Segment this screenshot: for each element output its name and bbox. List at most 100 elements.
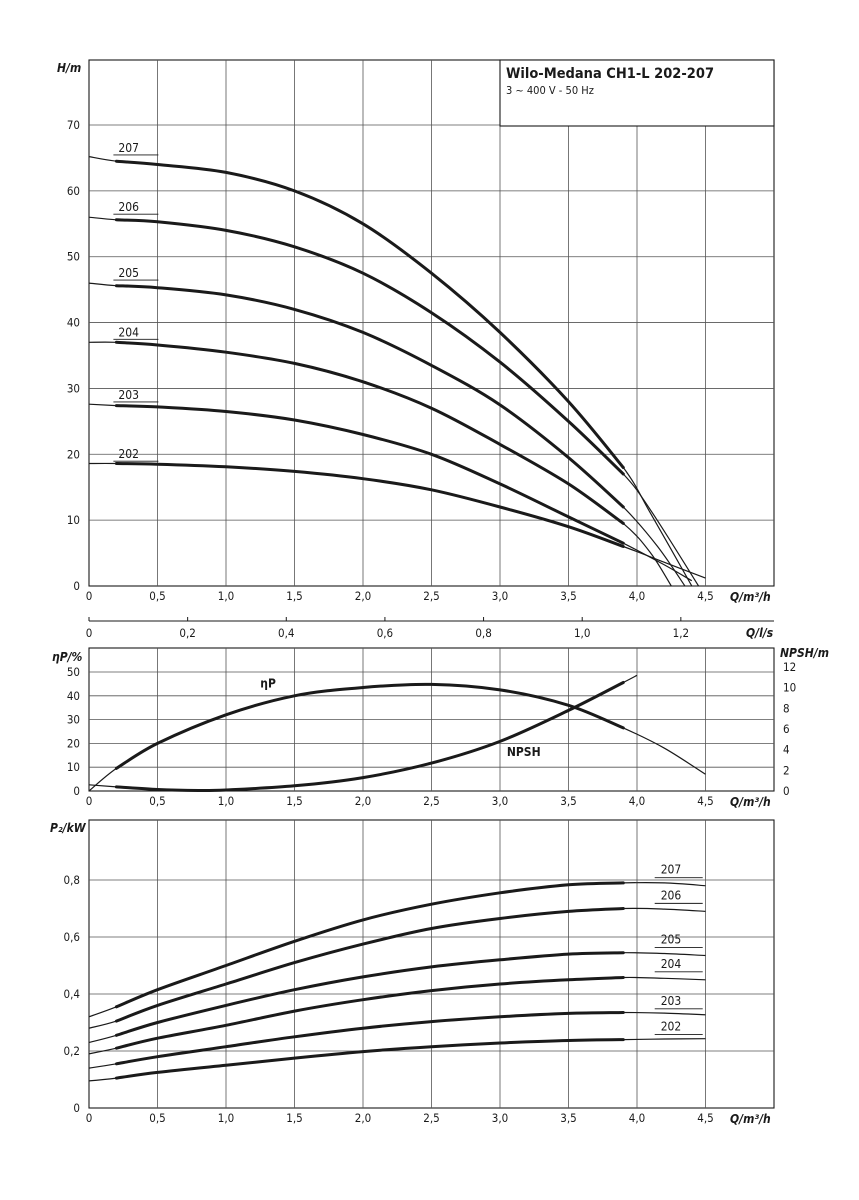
efficiency-y-tick-label: 40 [67, 689, 80, 703]
flow-ls-tick-label: 1,0 [574, 626, 590, 640]
grid-layer [88, 59, 775, 1109]
power-curve-label-203: 203 [661, 994, 682, 1008]
power-curve-label-205: 205 [661, 933, 682, 947]
efficiency-panel-x-axis-label: Q/m³/h [730, 795, 771, 809]
head-x-tick-label: 1,0 [218, 589, 234, 603]
efficiency-x-tick-label: 4,0 [629, 794, 645, 808]
head-axis-label: H/m [57, 61, 81, 75]
npsh-y-tick-label: 8 [783, 701, 790, 715]
head-x-tick-label: 0 [86, 589, 93, 603]
power-y-tick-label: 0,2 [64, 1044, 80, 1058]
header-frame [499, 59, 775, 127]
head-y-tick-label: 0 [73, 579, 80, 593]
head-y-tick-label: 10 [67, 513, 80, 527]
power-207-curve-operating-range [114, 881, 625, 1009]
head-207-curve-operating-range [114, 159, 625, 469]
power-x-tick-label: 4,0 [629, 1111, 645, 1125]
flow-ls-tick-label: 1,2 [673, 626, 689, 640]
efficiency-x-tick-label: 3,5 [560, 794, 576, 808]
power-x-tick-label: 0,5 [149, 1111, 165, 1125]
power-x-tick-label: 2,0 [355, 1111, 371, 1125]
head-curve-label-204: 204 [118, 325, 139, 339]
head-curve-label-207: 207 [118, 141, 139, 155]
efficiency-x-tick-label: 1,5 [286, 794, 302, 808]
npsh-y-tick-label: 2 [783, 763, 790, 777]
head-curve-label-202: 202 [118, 447, 139, 461]
power-panel-x-axis-label: Q/m³/h [730, 1112, 771, 1126]
power-curve-label-202: 202 [661, 1019, 682, 1033]
flow-ls-tick-label: 0,8 [475, 626, 491, 640]
power-x-tick-label: 1,5 [286, 1111, 302, 1125]
efficiency-y-tick-label: 10 [67, 760, 80, 774]
chart-title: Wilo-Medana CH1-L 202-207 [506, 66, 714, 82]
head-203-curve-operating-range [114, 404, 625, 545]
power-curve-label-206: 206 [661, 888, 682, 902]
flow-ls-axis-label: Q/l/s [746, 626, 774, 640]
head-x-tick-label: 3,0 [492, 589, 508, 603]
chart-subtitle: 3 ~ 400 V - 50 Hz [506, 84, 594, 97]
curve-layer [88, 154, 706, 1082]
npsh-curve-label: NPSH [507, 745, 541, 759]
efficiency-y-tick-label: 30 [67, 713, 80, 727]
efficiency-x-tick-label: 0,5 [149, 794, 165, 808]
power-204-curve-operating-range [114, 976, 625, 1050]
head-x-tick-label: 2,0 [355, 589, 371, 603]
npsh-y-tick-label: 12 [783, 660, 796, 674]
head-y-tick-label: 40 [67, 316, 80, 330]
head-x-tick-label: 0,5 [149, 589, 165, 603]
power-x-tick-label: 4,5 [697, 1111, 713, 1125]
head-x-tick-label: 2,5 [423, 589, 439, 603]
efficiency-x-tick-label: 0 [86, 794, 93, 808]
npsh-y-tick-label: 10 [783, 681, 796, 695]
efficiency-curve-operating-range [114, 682, 625, 770]
npsh-y-tick-label: 4 [783, 743, 790, 757]
head-y-tick-label: 50 [67, 250, 80, 264]
head-x-tick-label: 1,5 [286, 589, 302, 603]
npsh-y-tick-label: 6 [783, 722, 790, 736]
power-206-curve-operating-range [114, 907, 625, 1023]
head-y-tick-label: 60 [67, 184, 80, 198]
efficiency-curve-label: ηP [260, 676, 276, 690]
power-205-curve-operating-range [114, 951, 625, 1037]
power-curve-label-207: 207 [661, 863, 682, 877]
head-y-tick-label: 30 [67, 381, 80, 395]
head-x-tick-label: 3,5 [560, 589, 576, 603]
head-panel-x-axis-label: Q/m³/h [730, 590, 771, 604]
head-204-curve-operating-range [114, 340, 625, 525]
head-curve-label-206: 206 [118, 200, 139, 214]
power-x-tick-label: 1,0 [218, 1111, 234, 1125]
npsh-y-tick-label: 0 [783, 784, 790, 798]
flow-ls-tick-label: 0,2 [179, 626, 195, 640]
power-curve-label-204: 204 [661, 957, 682, 971]
head-202-curve-operating-range [114, 462, 625, 548]
head-205-curve-operating-range [114, 284, 625, 509]
head-206-curve-operating-range [114, 218, 625, 476]
power-y-tick-label: 0,6 [64, 930, 80, 944]
head-x-tick-label: 4,0 [629, 589, 645, 603]
power-x-tick-label: 3,5 [560, 1111, 576, 1125]
header-box: Wilo-Medana CH1-L 202-207 3 ~ 400 V - 50… [499, 59, 775, 127]
power-x-tick-label: 0 [86, 1111, 93, 1125]
efficiency-x-tick-label: 1,0 [218, 794, 234, 808]
power-y-tick-label: 0 [73, 1101, 80, 1115]
power-y-tick-label: 0,8 [64, 873, 80, 887]
flow-ls-tick-label: 0,6 [377, 626, 393, 640]
flow-ls-tick-label: 0 [86, 626, 93, 640]
efficiency-x-tick-label: 4,5 [697, 794, 713, 808]
head-curve-label-205: 205 [118, 266, 139, 280]
text-layer: 0 0,2 0,4 0,6 0,8 1,0 1,2 0 0,5 1,0 1,5 2,0 2,5 3,0 3,… [64, 118, 797, 1125]
efficiency-y-tick-label: 50 [67, 665, 80, 679]
power-203-curve-operating-range [114, 1011, 625, 1066]
efficiency-y-tick-label: 0 [73, 784, 80, 798]
head-y-tick-label: 20 [67, 447, 80, 461]
npsh-axis-label: NPSH/m [780, 646, 829, 660]
power-x-tick-label: 2,5 [423, 1111, 439, 1125]
power-x-tick-label: 3,0 [492, 1111, 508, 1125]
flow-ls-tick-label: 0,4 [278, 626, 294, 640]
efficiency-y-tick-label: 20 [67, 736, 80, 750]
power-y-tick-label: 0,4 [64, 987, 80, 1001]
efficiency-axis-label: ηP/% [52, 650, 83, 664]
efficiency-x-tick-label: 2,0 [355, 794, 371, 808]
npsh-curve-operating-range [114, 681, 625, 793]
